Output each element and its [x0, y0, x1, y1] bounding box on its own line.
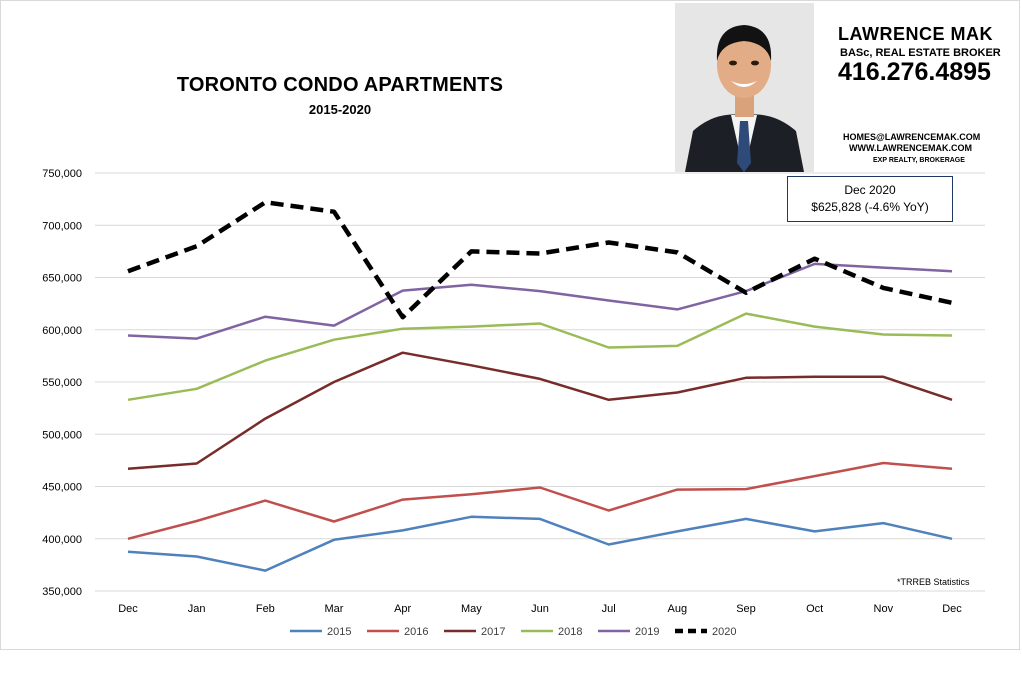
- agent-role: BASc, REAL ESTATE BROKER: [840, 47, 1001, 59]
- callout-value: $625,828 (-4.6% YoY): [811, 200, 929, 214]
- source-note: *TRREB Statistics: [897, 577, 970, 587]
- chart-frame: [0, 0, 1020, 650]
- chart-title: TORONTO CONDO APARTMENTS: [176, 74, 504, 96]
- agent-name: LAWRENCE MAK: [838, 24, 993, 44]
- latest-value-callout: Dec 2020 $625,828 (-4.6% YoY): [787, 176, 953, 222]
- agent-phone: 416.276.4895: [838, 58, 991, 86]
- agent-portrait-image: [675, 3, 814, 172]
- callout-date: Dec 2020: [844, 183, 896, 197]
- agent-email: HOMES@LAWRENCEMAK.COM: [843, 132, 981, 142]
- chart-subtitle: 2015-2020: [308, 102, 372, 117]
- agent-website: WWW.LAWRENCEMAK.COM: [849, 143, 972, 153]
- agent-photo: [675, 3, 814, 172]
- agent-brokerage: EXP REALTY, BROKERAGE: [873, 157, 965, 164]
